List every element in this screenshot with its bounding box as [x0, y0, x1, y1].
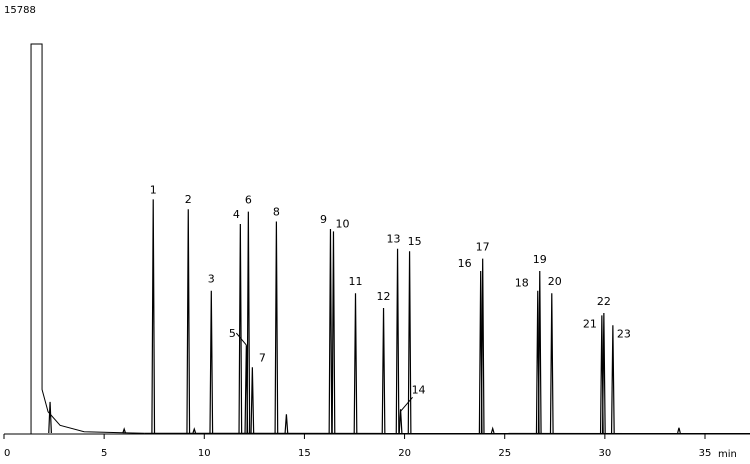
peak-17 — [481, 259, 484, 433]
x-tick-label: 15 — [298, 448, 311, 459]
peak-label-20: 20 — [548, 275, 562, 288]
peak-13 — [396, 249, 399, 433]
peak-20 — [550, 293, 553, 433]
peak-15 — [408, 251, 411, 433]
x-tick-label: 35 — [699, 448, 712, 459]
peak-label-18: 18 — [515, 277, 529, 290]
peak-label-7: 7 — [259, 351, 266, 364]
minor-peak — [491, 429, 494, 433]
x-tick-label: 0 — [4, 448, 10, 459]
peak-2 — [187, 209, 190, 433]
peak-label-3: 3 — [208, 273, 215, 286]
peak-label-15: 15 — [408, 235, 422, 248]
peak-label-9: 9 — [320, 213, 327, 226]
x-unit-label: min — [718, 449, 737, 459]
peak-4 — [239, 224, 242, 433]
peak-label-16: 16 — [458, 257, 472, 270]
peak-label-23: 23 — [617, 327, 631, 340]
x-tick-label: 25 — [498, 448, 511, 459]
peak-label-14: 14 — [412, 383, 426, 396]
x-tick-label: 30 — [598, 448, 611, 459]
peak-7 — [251, 367, 254, 433]
peak-1 — [152, 199, 155, 433]
peak-23 — [612, 325, 615, 433]
x-tick-label: 20 — [398, 448, 411, 459]
peak-label-5: 5 — [229, 327, 236, 340]
x-tick-label: 10 — [198, 448, 211, 459]
peak-22 — [603, 313, 606, 433]
peak-10 — [332, 231, 335, 433]
peak-12 — [382, 308, 385, 433]
x-tick-label: 5 — [101, 448, 107, 459]
minor-peak — [49, 402, 52, 433]
peak-11 — [354, 293, 357, 433]
peak-label-13: 13 — [387, 233, 401, 246]
y-max-label: 15788 — [4, 5, 36, 16]
peak-9 — [329, 229, 332, 433]
peak-3 — [210, 291, 213, 433]
peak-label-11: 11 — [349, 275, 363, 288]
peak-8 — [275, 222, 278, 433]
peak-label-4: 4 — [233, 208, 240, 221]
x-ticks: 0 5 10 15 20 25 30 35 — [4, 434, 711, 459]
peak-label-1: 1 — [150, 183, 157, 196]
minor-peak — [678, 428, 681, 433]
peak-label-17: 17 — [476, 241, 490, 254]
peak-label-19: 19 — [533, 253, 547, 266]
minor-peak — [285, 414, 288, 433]
peak-label-8: 8 — [273, 206, 280, 219]
peak-label-2: 2 — [185, 193, 192, 206]
peak-label-10: 10 — [335, 217, 349, 230]
minor-peak — [193, 429, 196, 433]
peak-19 — [538, 271, 541, 433]
peak-label-6: 6 — [245, 194, 252, 207]
peak-label-22: 22 — [597, 295, 611, 308]
peak-14 — [399, 409, 402, 433]
peak-label-21: 21 — [583, 317, 597, 330]
peak-label-12: 12 — [377, 290, 391, 303]
peak-6 — [247, 212, 250, 433]
solvent-peak — [31, 44, 144, 434]
